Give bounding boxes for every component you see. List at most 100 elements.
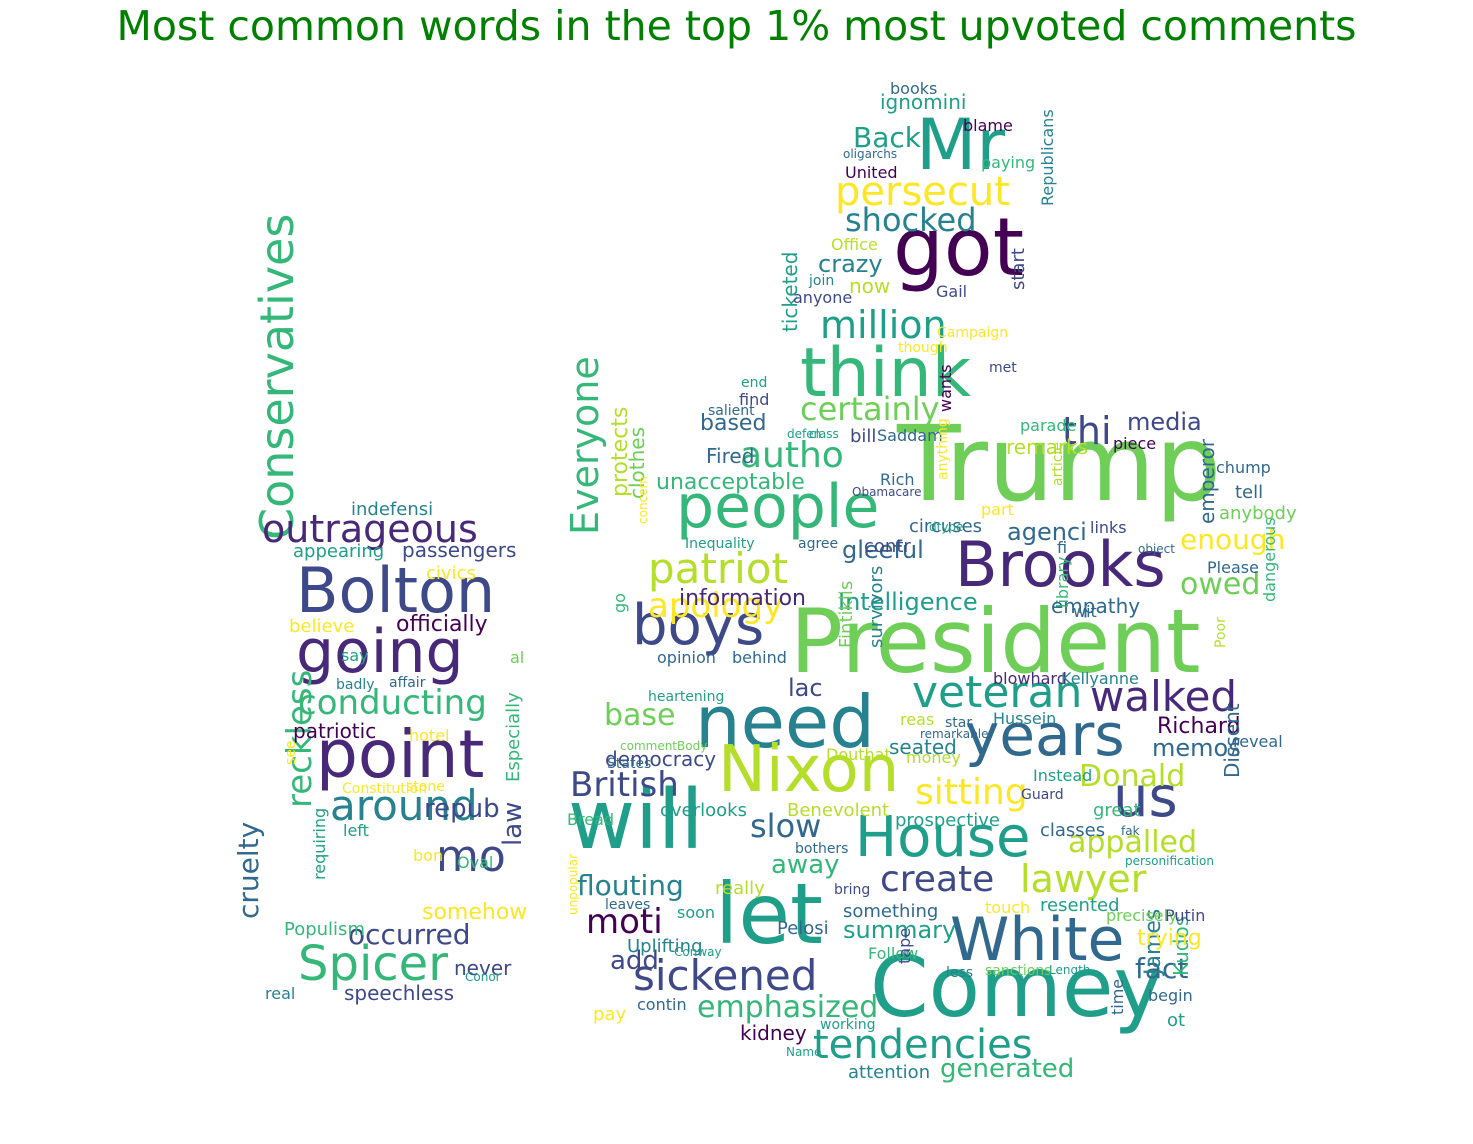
cloud-word: tell xyxy=(1235,482,1264,503)
cloud-word: resented xyxy=(1040,895,1120,916)
cloud-word: Douthat xyxy=(826,745,891,764)
cloud-word: veteran xyxy=(912,667,1083,718)
cloud-word: agenci xyxy=(1007,518,1087,546)
cloud-word: reas xyxy=(900,710,935,729)
cloud-word: Instead xyxy=(1033,766,1093,785)
cloud-word: wit xyxy=(1073,602,1097,621)
cloud-word: Bolton xyxy=(296,554,496,627)
cloud-word: sanctions xyxy=(985,963,1052,979)
cloud-word: away xyxy=(771,850,840,880)
cloud-word: Conway xyxy=(674,945,722,959)
cloud-word: bring xyxy=(834,882,871,898)
cloud-word: join xyxy=(809,273,835,289)
cloud-word: tape xyxy=(895,927,914,964)
cloud-word: crazy xyxy=(818,250,883,278)
cloud-word: Mr xyxy=(916,104,1006,186)
cloud-word: Campaign xyxy=(937,325,1009,341)
cloud-word: think xyxy=(800,334,972,413)
cloud-word: repub xyxy=(424,794,500,824)
cloud-word: Conor xyxy=(465,970,501,984)
cloud-word: star xyxy=(945,715,973,731)
cloud-word: need xyxy=(695,680,875,764)
cloud-word: Pelosi xyxy=(777,918,829,939)
cloud-word: Oval xyxy=(457,853,494,872)
cloud-word: start xyxy=(1008,248,1029,290)
cloud-word: personification xyxy=(1125,854,1214,868)
cloud-word: empathy xyxy=(1051,594,1141,618)
cloud-word: British xyxy=(570,765,679,805)
cloud-word: Bread xyxy=(567,810,615,829)
cloud-word: defen xyxy=(787,427,822,441)
cloud-word: Saddam xyxy=(877,426,943,445)
cloud-word: Uplifting xyxy=(627,936,703,957)
cloud-word: Intelligence xyxy=(838,588,978,616)
cloud-word: ot xyxy=(1167,1010,1186,1031)
cloud-word: Obamacare xyxy=(852,485,922,499)
cloud-word: anything xyxy=(935,418,951,480)
cloud-word: remarkable xyxy=(920,727,989,741)
cloud-word: bothers xyxy=(795,841,849,857)
cloud-word: library xyxy=(1053,556,1072,608)
cloud-word: autho xyxy=(740,435,844,476)
cloud-word: say xyxy=(341,646,369,665)
cloud-word: end xyxy=(741,375,768,391)
cloud-word: Especially xyxy=(503,692,524,782)
cloud-word: Fintiklis xyxy=(836,580,857,648)
cloud-word: pay xyxy=(593,1004,627,1025)
cloud-word: great xyxy=(1093,800,1141,821)
cloud-word: mo xyxy=(436,831,506,882)
cloud-word: emperor xyxy=(1195,438,1219,524)
cloud-word: persecut xyxy=(835,169,1010,215)
cloud-word: concern xyxy=(636,476,650,524)
cloud-word: going xyxy=(296,617,464,687)
cloud-word: money xyxy=(906,748,961,767)
cloud-word: go xyxy=(610,593,629,613)
cloud-word: patriotic xyxy=(293,719,377,743)
cloud-word: though xyxy=(898,340,948,356)
cloud-word: Nixon xyxy=(718,733,900,807)
cloud-word: overlooks xyxy=(660,800,747,821)
cloud-word: oligarchs xyxy=(843,147,898,161)
cloud-word: shocked xyxy=(845,201,977,239)
cloud-word: bon xyxy=(413,846,444,865)
cloud-word: civics xyxy=(426,563,476,584)
cloud-word: passengers xyxy=(402,538,517,562)
cloud-word: article xyxy=(1050,442,1066,486)
cloud-word: begin xyxy=(1148,986,1193,1005)
cloud-word: piece xyxy=(1113,434,1157,453)
cloud-word: officially xyxy=(396,612,488,637)
cloud-word: touch xyxy=(985,898,1031,917)
cloud-word: Follow xyxy=(868,944,919,963)
cloud-word: ignomini xyxy=(880,90,967,114)
cloud-word: Putin xyxy=(1165,906,1206,925)
cloud-word: years xyxy=(965,701,1125,769)
cloud-word: unpopular xyxy=(566,853,580,915)
cloud-word: trying xyxy=(1137,926,1202,951)
cloud-word: requiring xyxy=(310,807,329,880)
cloud-word: remarks xyxy=(1006,435,1089,459)
cloud-word: based xyxy=(700,411,767,436)
cloud-word: contr xyxy=(864,536,911,557)
cloud-word: generated xyxy=(940,1054,1075,1084)
cloud-word: appearing xyxy=(293,541,385,562)
cloud-word: Trump xyxy=(897,403,1222,525)
cloud-word: left xyxy=(343,821,369,840)
cloud-word: Kellyanne xyxy=(1061,669,1139,688)
cloud-word: Brooks xyxy=(955,528,1166,601)
cloud-word: blame xyxy=(963,116,1013,135)
cloud-word: Inequality xyxy=(685,536,755,552)
cloud-word: fi xyxy=(1057,538,1068,557)
cloud-word: fak xyxy=(1121,824,1140,838)
cloud-word: opinion xyxy=(657,648,716,667)
cloud-word: point xyxy=(316,716,485,793)
cloud-word: Length xyxy=(1049,963,1091,977)
cloud-word: wants xyxy=(936,364,955,412)
cloud-word: Poor xyxy=(1213,617,1229,648)
cloud-word: salient xyxy=(708,403,755,419)
cloud-word: somehow xyxy=(422,900,528,925)
cloud-word: media xyxy=(1127,408,1202,436)
cloud-word: precisely xyxy=(1106,906,1178,925)
cloud-word: attention xyxy=(848,1062,931,1083)
cloud-word: believe xyxy=(289,616,355,637)
